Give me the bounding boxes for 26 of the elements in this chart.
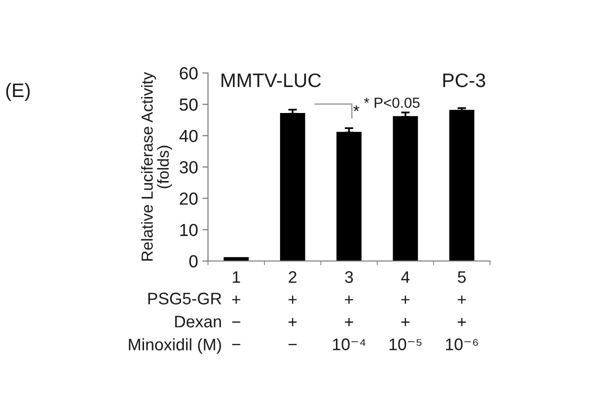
bar [336,132,362,261]
bar [449,110,474,261]
text: (E) [6,82,30,102]
y-tick-label: 30 [180,161,198,174]
annotation: * [353,105,360,112]
text: Minoxidil (M) [128,338,221,354]
y-tick-label: 0 [189,255,198,268]
category-label: 1 + − − [232,271,240,346]
y-tick-label: 20 [180,192,198,205]
bar [280,113,306,261]
text: PSG5-GR [148,292,222,304]
y-axis-title: Relative Luciferase Activity (folds) [141,72,172,261]
bar [224,257,249,261]
bar [392,116,418,261]
annotation: * P<0.05 [364,98,420,108]
x-tick-label: 2 + + − [288,271,297,346]
y-tick-label: 50 [180,98,198,111]
y-tick-label: 60 [180,67,198,80]
y-tick-label: 40 [179,130,198,142]
x-tick-label: 4 + + 10⁻⁵ [390,271,422,350]
y-tick-label: 10 [180,224,198,236]
annotation: PC-3 [443,73,486,88]
x-tick-label: 3 + + 10⁻⁴ [333,271,366,350]
text: Dexan [175,316,221,328]
x-tick-label: 5 + + 10⁻⁶ [446,271,478,350]
chart-title: MMTV-LUC [222,73,321,88]
